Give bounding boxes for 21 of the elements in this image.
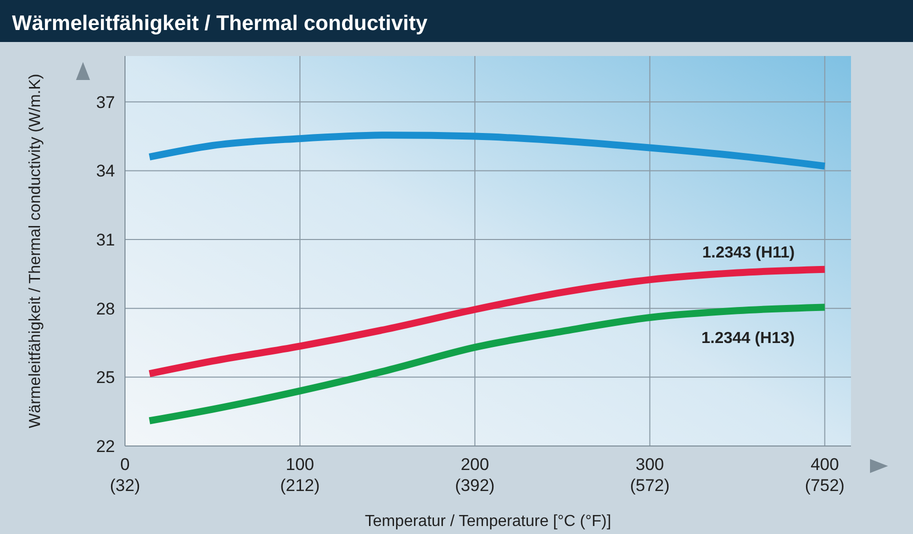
x2-tick-label: (752): [804, 476, 845, 495]
y-tick-label: 37: [96, 92, 115, 112]
x2-tick-label: (392): [455, 476, 495, 495]
x-tick-label: 300: [636, 455, 664, 474]
chart-title: Wärmeleitfähigkeit / Thermal conductivity: [12, 12, 428, 35]
y-tick-label: 34: [96, 162, 115, 181]
y-axis-title: Wärmeleitfähigkeit / Thermal conductivity (W/m.K): [27, 74, 44, 428]
series-label: 1.2344 (H13): [701, 330, 795, 348]
series-label: 1.2343 (H11): [702, 244, 795, 262]
x2-tick-label: (212): [280, 476, 320, 495]
y-tick-label: 25: [96, 368, 115, 388]
x-axis-title: Temperatur / Temperature [°C (°F)]: [364, 513, 612, 530]
y-tick-label: 28: [96, 299, 115, 318]
x2-tick-label: (572): [630, 476, 670, 495]
x-tick-label: 400: [810, 455, 839, 474]
x-tick-label: 200: [460, 455, 490, 474]
x2-tick-label: (32): [110, 476, 140, 495]
x-tick-label: 100: [286, 455, 314, 474]
y-tick-label: 31: [96, 230, 115, 250]
y-tick-label: 22: [96, 437, 115, 456]
x-tick-label: 0: [120, 455, 130, 474]
